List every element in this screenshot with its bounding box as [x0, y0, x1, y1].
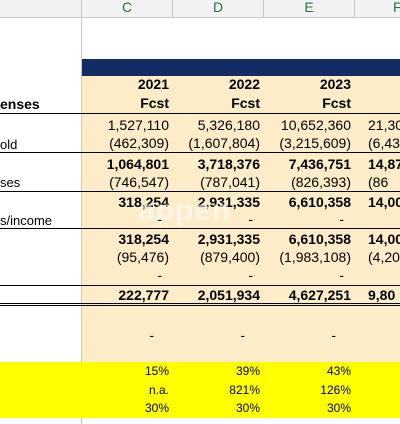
fcst-2022[interactable]: Fcst [231, 95, 260, 111]
total-double-rule [0, 303, 400, 304]
other-d[interactable]: - [248, 211, 253, 227]
ebit-e[interactable]: 6,610,358 [288, 194, 351, 210]
tax-e[interactable]: (1,983,108) [279, 249, 351, 265]
growth-d[interactable]: 821% [229, 383, 260, 397]
margin-d[interactable]: 39% [235, 364, 260, 378]
row-label-separator [81, 17, 82, 424]
ebit-c[interactable]: 318,254 [118, 194, 169, 210]
cogs-f[interactable]: (6,43 [368, 135, 400, 151]
gross-d[interactable]: 3,718,376 [197, 156, 260, 172]
gross-f[interactable]: 14,87 [368, 156, 400, 172]
revenue-c[interactable]: 1,527,110 [107, 117, 169, 133]
other-e[interactable]: - [339, 211, 344, 227]
ratio-highlight [0, 362, 400, 418]
ebt-d[interactable]: 2,931,335 [197, 231, 260, 247]
net-c[interactable]: 222,777 [118, 287, 169, 303]
blank-dash-c[interactable]: - [149, 327, 154, 343]
other-c[interactable]: - [157, 211, 162, 227]
margin-e[interactable]: 43% [326, 364, 351, 378]
ebit-f[interactable]: 14,00 [368, 194, 400, 210]
fcst-2023[interactable]: Fcst [322, 95, 351, 111]
opex-c[interactable]: (746,547) [109, 174, 169, 190]
cogs-d[interactable]: (1,607,804) [188, 135, 260, 151]
year-2021[interactable]: 2021 [137, 76, 169, 92]
column-separator [354, 0, 355, 17]
column-header-f[interactable]: F [393, 0, 400, 15]
dash-c[interactable]: - [157, 267, 162, 283]
watermark: appen [138, 194, 232, 227]
row-label-cogs[interactable]: old [0, 137, 18, 152]
rate-e[interactable]: 30% [326, 401, 351, 415]
tax-c[interactable]: (95,476) [116, 249, 169, 265]
column-separator [81, 0, 82, 17]
gross-e[interactable]: 7,436,751 [288, 156, 351, 172]
header-rule [0, 113, 400, 114]
subtotal-rule [0, 152, 400, 153]
ebit-d[interactable]: 2,931,335 [197, 194, 260, 210]
growth-c[interactable]: n.a. [148, 383, 169, 397]
margin-c[interactable]: 15% [144, 364, 169, 378]
row-label-expenses[interactable]: enses [0, 96, 40, 112]
cogs-e[interactable]: (3,215,609) [279, 135, 351, 151]
growth-e[interactable]: 126% [320, 383, 351, 397]
blank-dash-e[interactable]: - [331, 327, 336, 343]
forecast-shading [82, 76, 400, 362]
total-double-rule [0, 305, 400, 306]
column-separator [263, 0, 264, 17]
ebt-f[interactable]: 14,00 [368, 231, 400, 247]
blank-dash-d[interactable]: - [240, 327, 245, 343]
opex-e[interactable]: (826,393) [291, 174, 351, 190]
navy-band [82, 59, 400, 76]
year-2022[interactable]: 2022 [228, 76, 260, 92]
tax-f[interactable]: (4,20 [368, 249, 400, 265]
ebt-e[interactable]: 6,610,358 [288, 231, 351, 247]
gross-c[interactable]: 1,064,801 [106, 156, 169, 172]
subtotal-rule [0, 228, 400, 229]
net-e[interactable]: 4,627,251 [288, 287, 351, 303]
revenue-d[interactable]: 5,326,180 [197, 117, 260, 133]
column-header-c[interactable]: C [121, 0, 133, 15]
row-label-other[interactable]: s/income [0, 213, 53, 228]
dash-d[interactable]: - [248, 267, 253, 283]
cogs-c[interactable]: (462,309) [109, 135, 169, 151]
column-header-bar: C D E F [0, 0, 400, 18]
rate-c[interactable]: 30% [144, 401, 169, 415]
row-label-opex[interactable]: ses [0, 175, 21, 190]
total-rule [0, 285, 400, 286]
fcst-2021[interactable]: Fcst [140, 95, 169, 111]
column-separator [172, 0, 173, 17]
revenue-e[interactable]: 10,652,360 [280, 117, 351, 133]
dash-e[interactable]: - [339, 267, 344, 283]
column-header-d[interactable]: D [212, 0, 224, 15]
ebt-c[interactable]: 318,254 [118, 231, 169, 247]
opex-f[interactable]: (86 [368, 174, 389, 190]
revenue-f[interactable]: 21,30 [368, 117, 400, 133]
subtotal-rule [0, 191, 400, 192]
column-header-e[interactable]: E [304, 0, 314, 15]
tax-d[interactable]: (879,400) [200, 249, 260, 265]
opex-d[interactable]: (787,041) [200, 174, 260, 190]
year-2023[interactable]: 2023 [319, 76, 351, 92]
net-f[interactable]: 9,80 [368, 287, 396, 303]
rate-d[interactable]: 30% [235, 401, 260, 415]
net-d[interactable]: 2,051,934 [197, 287, 260, 303]
